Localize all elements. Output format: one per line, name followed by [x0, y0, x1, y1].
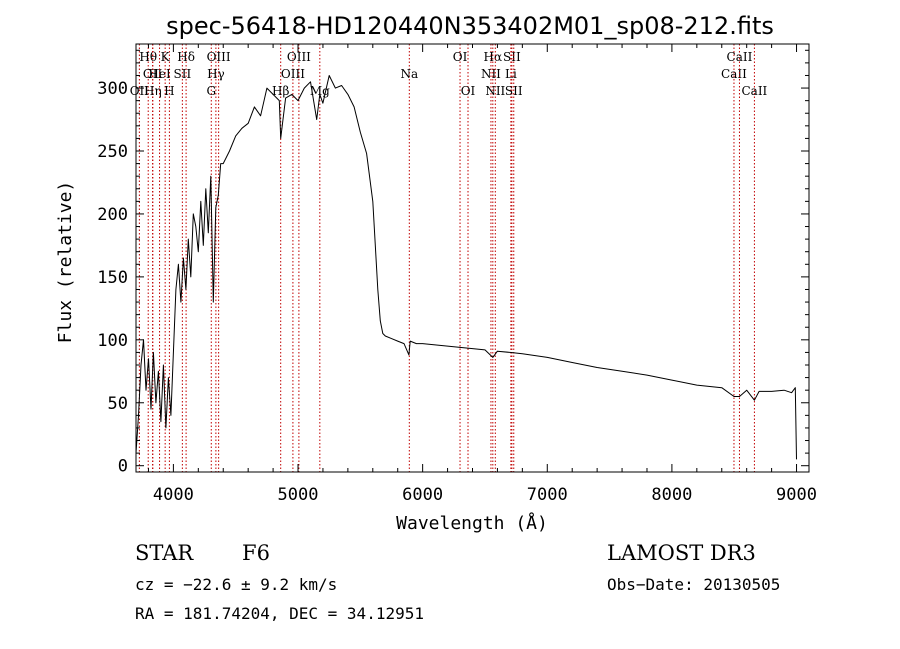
x-axis-label: Wavelength (Å): [396, 512, 548, 534]
marker-label: SII: [505, 84, 523, 98]
marker-label: OII: [130, 84, 150, 98]
marker-label: Hδ: [177, 50, 195, 64]
y-tick-label: 50: [108, 394, 128, 414]
chart-title: spec-56418-HD120440N353402M01_sp08-212.f…: [166, 12, 774, 40]
marker-label: OII: [143, 67, 163, 81]
marker-label: K: [161, 50, 171, 64]
marker-label: H: [164, 84, 174, 98]
line-markers: OIIHθOIIHηHeIKHSIIHδGHγOIIIHβOIIIOIIIMgN…: [130, 44, 768, 472]
object-subclass: F6: [242, 541, 270, 565]
y-tick-label: 200: [97, 205, 128, 225]
marker-label: Hθ: [139, 50, 157, 64]
y-axis-ticks: 0 50 100 150 200 250 300: [97, 49, 809, 477]
marker-label: CaII: [727, 50, 753, 64]
x-tick-label: 7000: [527, 485, 568, 505]
obs-date: Obs−Date: 20130505: [607, 575, 780, 594]
marker-label: SII: [503, 50, 521, 64]
marker-label: OIII: [287, 50, 311, 64]
y-tick-label: 150: [97, 268, 128, 288]
spectrum-line: [135, 75, 797, 460]
marker-label: Li: [505, 67, 517, 81]
y-axis-label: Flux (relative): [55, 181, 76, 344]
marker-label: NII: [481, 67, 501, 81]
plot-frame: [135, 43, 810, 473]
marker-label: G: [206, 84, 216, 98]
x-tick-label: 8000: [651, 485, 692, 505]
x-tick-label: 9000: [776, 485, 817, 505]
marker-label: CaII: [741, 84, 767, 98]
x-axis-ticks: 4000 5000 6000 7000 8000 9000: [147, 44, 817, 505]
y-tick-label: 100: [97, 331, 128, 351]
marker-label: OIII: [207, 50, 231, 64]
x-tick-label: 4000: [153, 485, 194, 505]
marker-label: OIII: [281, 67, 305, 81]
ra-dec: RA = 181.74204, DEC = 34.12951: [135, 604, 424, 623]
marker-label: CaII: [721, 67, 747, 81]
marker-label: Hγ: [207, 67, 225, 81]
marker-label: Hη: [144, 84, 162, 98]
spectrum-series: [135, 75, 797, 460]
marker-label: OI: [453, 50, 468, 64]
marker-label: Na: [400, 67, 418, 81]
redshift-cz: cz = −22.6 ± 9.2 km/s: [135, 575, 337, 594]
y-tick-label: 0: [118, 457, 128, 477]
y-tick-label: 250: [97, 142, 128, 162]
x-tick-label: 5000: [278, 485, 319, 505]
marker-label: HeI: [148, 67, 171, 81]
marker-label: NII: [485, 84, 505, 98]
marker-label: Hβ: [272, 84, 289, 98]
marker-label: SII: [174, 67, 192, 81]
x-tick-label: 6000: [402, 485, 443, 505]
object-class: STAR: [135, 541, 194, 565]
marker-label: Hα: [484, 50, 503, 64]
survey-name: LAMOST DR3: [607, 541, 756, 565]
y-tick-label: 300: [97, 79, 128, 99]
marker-label: OI: [461, 84, 476, 98]
